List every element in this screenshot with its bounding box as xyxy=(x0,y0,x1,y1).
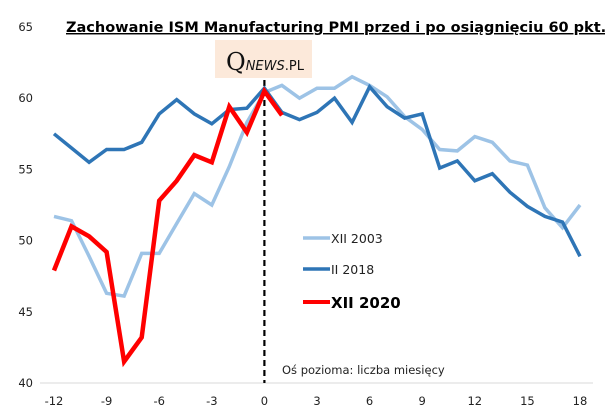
x-tick-label: -12 xyxy=(45,394,64,408)
logo-news: NEWS xyxy=(246,59,285,74)
y-tick-label: 50 xyxy=(18,234,33,248)
legend-item-xii-2003: XII 2003 xyxy=(303,231,383,246)
x-tick-label: 18 xyxy=(573,394,588,408)
x-tick-label: 3 xyxy=(313,394,320,408)
x-tick-label: 9 xyxy=(419,394,426,408)
qnews-logo: QNEWS.PL xyxy=(215,40,312,78)
y-tick-label: 45 xyxy=(18,305,33,319)
logo-background xyxy=(215,40,312,78)
y-tick-label: 60 xyxy=(18,91,33,105)
logo-pl: .PL xyxy=(285,59,305,74)
y-axis-ticks: 40 45 50 55 60 65 xyxy=(18,20,33,390)
logo-text: QNEWS.PL xyxy=(226,48,305,76)
series-group xyxy=(51,74,582,368)
legend: XII 2003 II 2018 XII 2020 xyxy=(303,231,401,312)
x-tick-label: 0 xyxy=(261,394,268,408)
legend-label-xii-2020: XII 2020 xyxy=(331,294,401,312)
x-tick-label: -9 xyxy=(101,394,112,408)
chart-title: Zachowanie ISM Manufacturing PMI przed i… xyxy=(66,20,605,36)
legend-label-xii-2003: XII 2003 xyxy=(331,231,383,246)
legend-item-ii-2018: II 2018 xyxy=(303,262,374,277)
series-line-xii-2020 xyxy=(51,86,284,368)
x-tick-label: 6 xyxy=(366,394,373,408)
y-tick-label: 55 xyxy=(18,162,33,176)
x-tick-label: -3 xyxy=(206,394,217,408)
x-tick-label: 15 xyxy=(520,394,535,408)
x-axis-annotation: Oś pozioma: liczba miesięcy xyxy=(282,363,445,377)
x-axis-ticks: -12 -9 -6 -3 0 3 6 9 12 15 18 xyxy=(45,394,588,408)
y-tick-label: 40 xyxy=(18,376,33,390)
legend-item-xii-2020: XII 2020 xyxy=(303,294,401,312)
series-xii-2003 xyxy=(53,74,582,299)
x-tick-label: 12 xyxy=(467,394,482,408)
x-tick-label: -6 xyxy=(153,394,164,408)
y-tick-label: 65 xyxy=(18,20,33,34)
legend-label-ii-2018: II 2018 xyxy=(331,262,374,277)
series-xii-2020 xyxy=(51,86,284,368)
logo-q: Q xyxy=(226,48,246,76)
